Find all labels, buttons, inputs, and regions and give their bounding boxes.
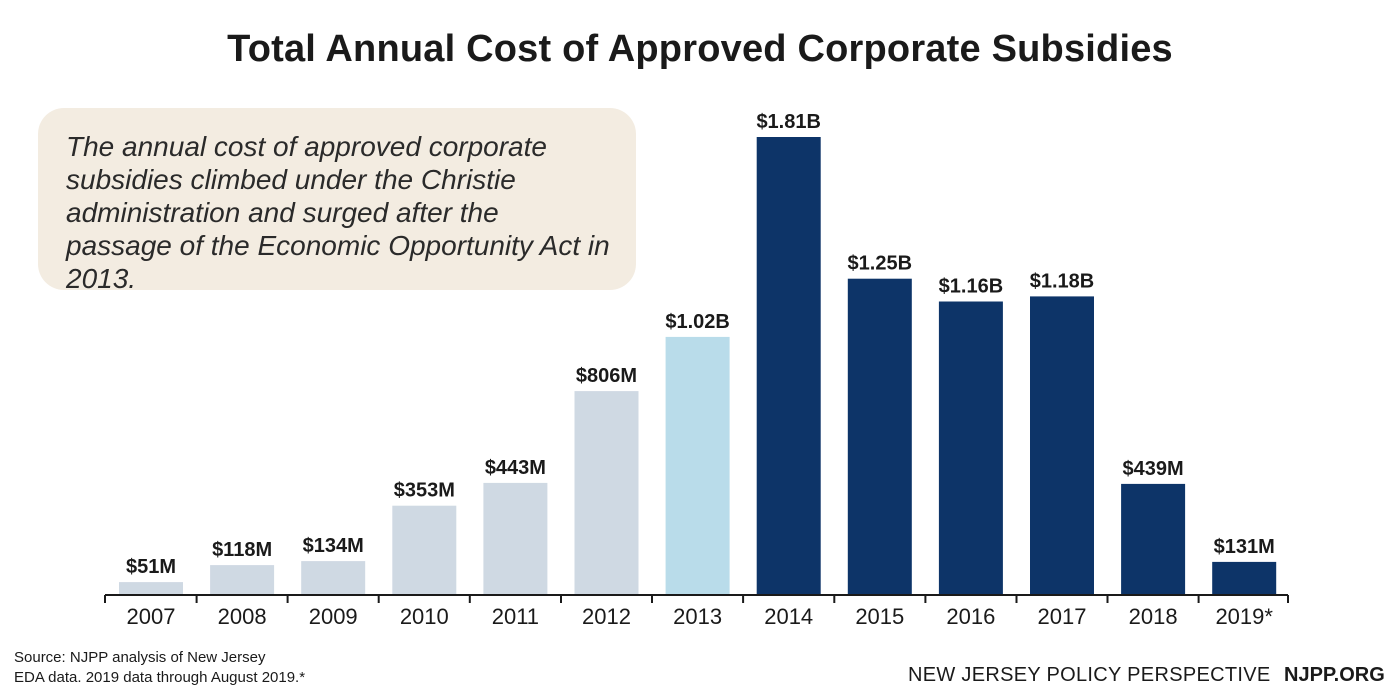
x-tick-label: 2011 — [492, 604, 539, 629]
bar-2011 — [483, 482, 548, 595]
bar-2015 — [847, 278, 912, 595]
value-label: $353M — [394, 480, 455, 502]
bar-2017 — [1030, 296, 1094, 595]
bar-2016 — [938, 301, 1003, 595]
x-tick-label: 2018 — [1129, 604, 1178, 629]
value-label: $1.81B — [756, 111, 821, 133]
value-label: $443M — [485, 457, 546, 479]
annotation-text: The annual cost of approved corporate su… — [66, 131, 610, 294]
bar-2008 — [210, 565, 275, 595]
bar-2019 — [1212, 561, 1277, 595]
org-name: NEW JERSEY POLICY PERSPECTIVE — [908, 664, 1271, 686]
bar-2013 — [665, 336, 730, 595]
value-label: $439M — [1123, 458, 1184, 480]
x-tick-label: 2016 — [946, 604, 995, 629]
org-website[interactable]: NJPP.ORG — [1284, 664, 1385, 686]
x-tick-label: 2008 — [218, 604, 267, 629]
value-label: $118M — [212, 539, 272, 561]
value-label: $1.25B — [848, 253, 913, 275]
source-note: Source: NJPP analysis of New Jersey EDA … — [14, 648, 344, 688]
value-label: $131M — [1214, 536, 1275, 558]
value-label: $1.16B — [939, 276, 1004, 298]
source-line-1: Source: NJPP analysis of New Jersey — [14, 649, 266, 666]
x-tick-label: 2013 — [673, 604, 722, 629]
x-tick-label: 2014 — [764, 604, 813, 629]
annotation-box: The annual cost of approved corporate su… — [38, 108, 636, 294]
chart-title: Total Annual Cost of Approved Corporate … — [227, 28, 1173, 70]
x-tick-label: 2009 — [309, 604, 358, 629]
x-tick-label: 2012 — [582, 604, 631, 629]
value-label: $1.02B — [665, 311, 730, 333]
x-tick-label: 2010 — [400, 604, 449, 629]
x-tick-label: 2017 — [1038, 604, 1087, 629]
source-line-2: EDA data. 2019 data through August 2019.… — [14, 669, 306, 686]
x-tick-label: 2007 — [127, 604, 176, 629]
bar-2007 — [119, 582, 183, 595]
bar-2018 — [1121, 483, 1186, 595]
x-tick-label: 2015 — [855, 604, 904, 629]
value-label: $134M — [303, 535, 364, 557]
bar-2012 — [574, 391, 639, 595]
bar-2010 — [392, 505, 457, 595]
bar-2014 — [756, 137, 821, 595]
value-label: $806M — [576, 365, 637, 387]
x-tick-label: 2019* — [1215, 604, 1273, 629]
bar-2009 — [301, 561, 366, 595]
value-label: $51M — [126, 556, 176, 578]
value-label: $1.18B — [1030, 270, 1095, 292]
